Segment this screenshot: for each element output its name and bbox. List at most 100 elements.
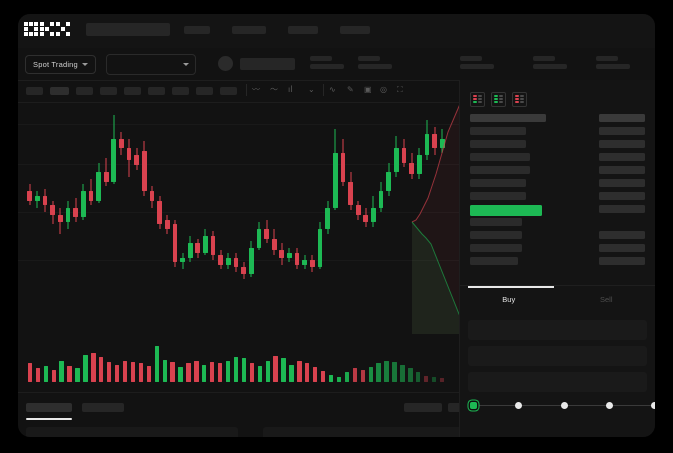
candle xyxy=(233,102,239,292)
indicator-icon[interactable]: ∿ xyxy=(329,85,336,94)
orderbook-row[interactable] xyxy=(460,231,655,244)
volume-bar xyxy=(122,360,128,382)
timeframe-4[interactable] xyxy=(100,87,117,95)
orderbook-size-cell xyxy=(599,153,645,161)
candles-icon[interactable]: 〰 xyxy=(252,85,260,94)
volume-bar xyxy=(210,362,215,382)
depth-chart-overlay xyxy=(410,102,463,334)
timeframe-6[interactable] xyxy=(148,87,165,95)
camera-icon[interactable]: ▣ xyxy=(364,85,372,94)
orderbook-bids-icon[interactable] xyxy=(491,92,506,107)
bottom-tab-1[interactable] xyxy=(26,403,72,412)
orderbook-rows[interactable] xyxy=(460,114,655,270)
orderbook-view-modes xyxy=(470,92,527,107)
timeframe-5[interactable] xyxy=(124,87,141,95)
fullscreen-icon[interactable]: ⛶ xyxy=(397,85,403,94)
chart-gridline xyxy=(18,164,463,165)
candle xyxy=(241,102,246,292)
nav-item-2[interactable] xyxy=(232,26,266,34)
settings-icon[interactable]: ◎ xyxy=(380,85,387,94)
timeframe-1[interactable] xyxy=(26,87,43,95)
orderbook-row[interactable] xyxy=(460,114,655,127)
timeframe-7[interactable] xyxy=(172,87,189,95)
nav-item-3[interactable] xyxy=(288,26,318,34)
candle-body xyxy=(172,224,178,263)
bottom-tab-2[interactable] xyxy=(82,403,124,412)
stat-group-4 xyxy=(533,56,567,69)
search-input[interactable] xyxy=(86,23,170,36)
depth-chart-svg xyxy=(411,103,463,334)
candle-body xyxy=(279,250,285,258)
candle-body xyxy=(401,148,407,163)
market-type-selector[interactable]: Spot Trading xyxy=(25,55,96,74)
stepper-node[interactable] xyxy=(560,402,568,409)
tab-sell[interactable]: Sell xyxy=(599,295,613,304)
orderbook-row[interactable] xyxy=(460,153,655,166)
logo-glyph-k xyxy=(40,22,54,36)
timeframe-8[interactable] xyxy=(196,87,213,95)
line-icon[interactable]: 〜 xyxy=(270,85,278,94)
orderbook-row[interactable] xyxy=(460,192,655,205)
volume-bar xyxy=(91,353,96,382)
stat-label xyxy=(533,56,555,61)
candle xyxy=(218,102,224,292)
candle xyxy=(141,102,147,292)
candle xyxy=(57,102,63,292)
stepper-node[interactable] xyxy=(470,402,477,409)
candle-body xyxy=(416,155,422,175)
orderbook-row[interactable] xyxy=(460,244,655,257)
trading-pair-select[interactable] xyxy=(106,54,196,75)
price-chart[interactable] xyxy=(18,102,463,334)
orderbook-row[interactable] xyxy=(460,205,655,218)
candle-body xyxy=(203,236,208,253)
chevron-down-icon[interactable]: ⌄ xyxy=(308,85,315,94)
tab-buy[interactable]: Buy xyxy=(502,295,516,304)
orderbook-asks-icon[interactable] xyxy=(512,92,527,107)
orderbook-row[interactable] xyxy=(460,179,655,192)
timeframe-3[interactable] xyxy=(76,87,93,95)
stepper-node[interactable] xyxy=(515,402,523,409)
stepper-node[interactable] xyxy=(651,402,655,409)
timeframe-9[interactable] xyxy=(220,87,237,95)
chart-gridline xyxy=(18,212,463,213)
bar-icon[interactable]: ıİ xyxy=(288,85,293,94)
candle-body xyxy=(233,257,239,268)
orderbook-size-cell xyxy=(599,127,645,135)
orderbook-row[interactable] xyxy=(460,140,655,153)
candle xyxy=(432,102,437,292)
stepper-node[interactable] xyxy=(605,402,613,409)
stat-label xyxy=(310,56,332,61)
orderbook-both-icon[interactable] xyxy=(470,92,485,107)
order-field-1[interactable] xyxy=(468,320,647,340)
nav-item-4[interactable] xyxy=(340,26,370,34)
orderbook-price-cell xyxy=(470,114,546,122)
orderbook-row[interactable] xyxy=(460,166,655,179)
nav-item-1[interactable] xyxy=(184,26,210,34)
bottom-content-panel-2[interactable] xyxy=(263,427,475,437)
draw-icon[interactable]: ✎ xyxy=(347,85,354,94)
bottom-content-panel-1[interactable] xyxy=(26,427,238,437)
order-field-2[interactable] xyxy=(468,346,647,366)
candle xyxy=(96,102,101,292)
bottom-action-1[interactable] xyxy=(404,403,442,412)
candle xyxy=(164,102,170,292)
pair-name-label xyxy=(240,58,295,70)
orderbook-row[interactable] xyxy=(460,218,655,231)
stat-label xyxy=(358,56,380,61)
volume-bar xyxy=(233,357,239,382)
candle-body xyxy=(35,195,40,201)
orderbook-row[interactable] xyxy=(460,257,655,270)
onboarding-stepper[interactable] xyxy=(468,401,655,411)
orderbook-row[interactable] xyxy=(460,127,655,140)
primary-cta-button[interactable] xyxy=(468,420,632,437)
candle-body xyxy=(386,172,392,192)
candle xyxy=(126,102,132,292)
chart-gridline xyxy=(18,260,463,261)
volume-bar xyxy=(392,362,397,382)
timeframe-2-active[interactable] xyxy=(50,87,69,95)
order-field-3[interactable] xyxy=(468,372,647,392)
okx-logo[interactable] xyxy=(24,22,70,36)
candle-body xyxy=(317,229,323,268)
candle xyxy=(363,102,369,292)
candle xyxy=(279,102,285,292)
